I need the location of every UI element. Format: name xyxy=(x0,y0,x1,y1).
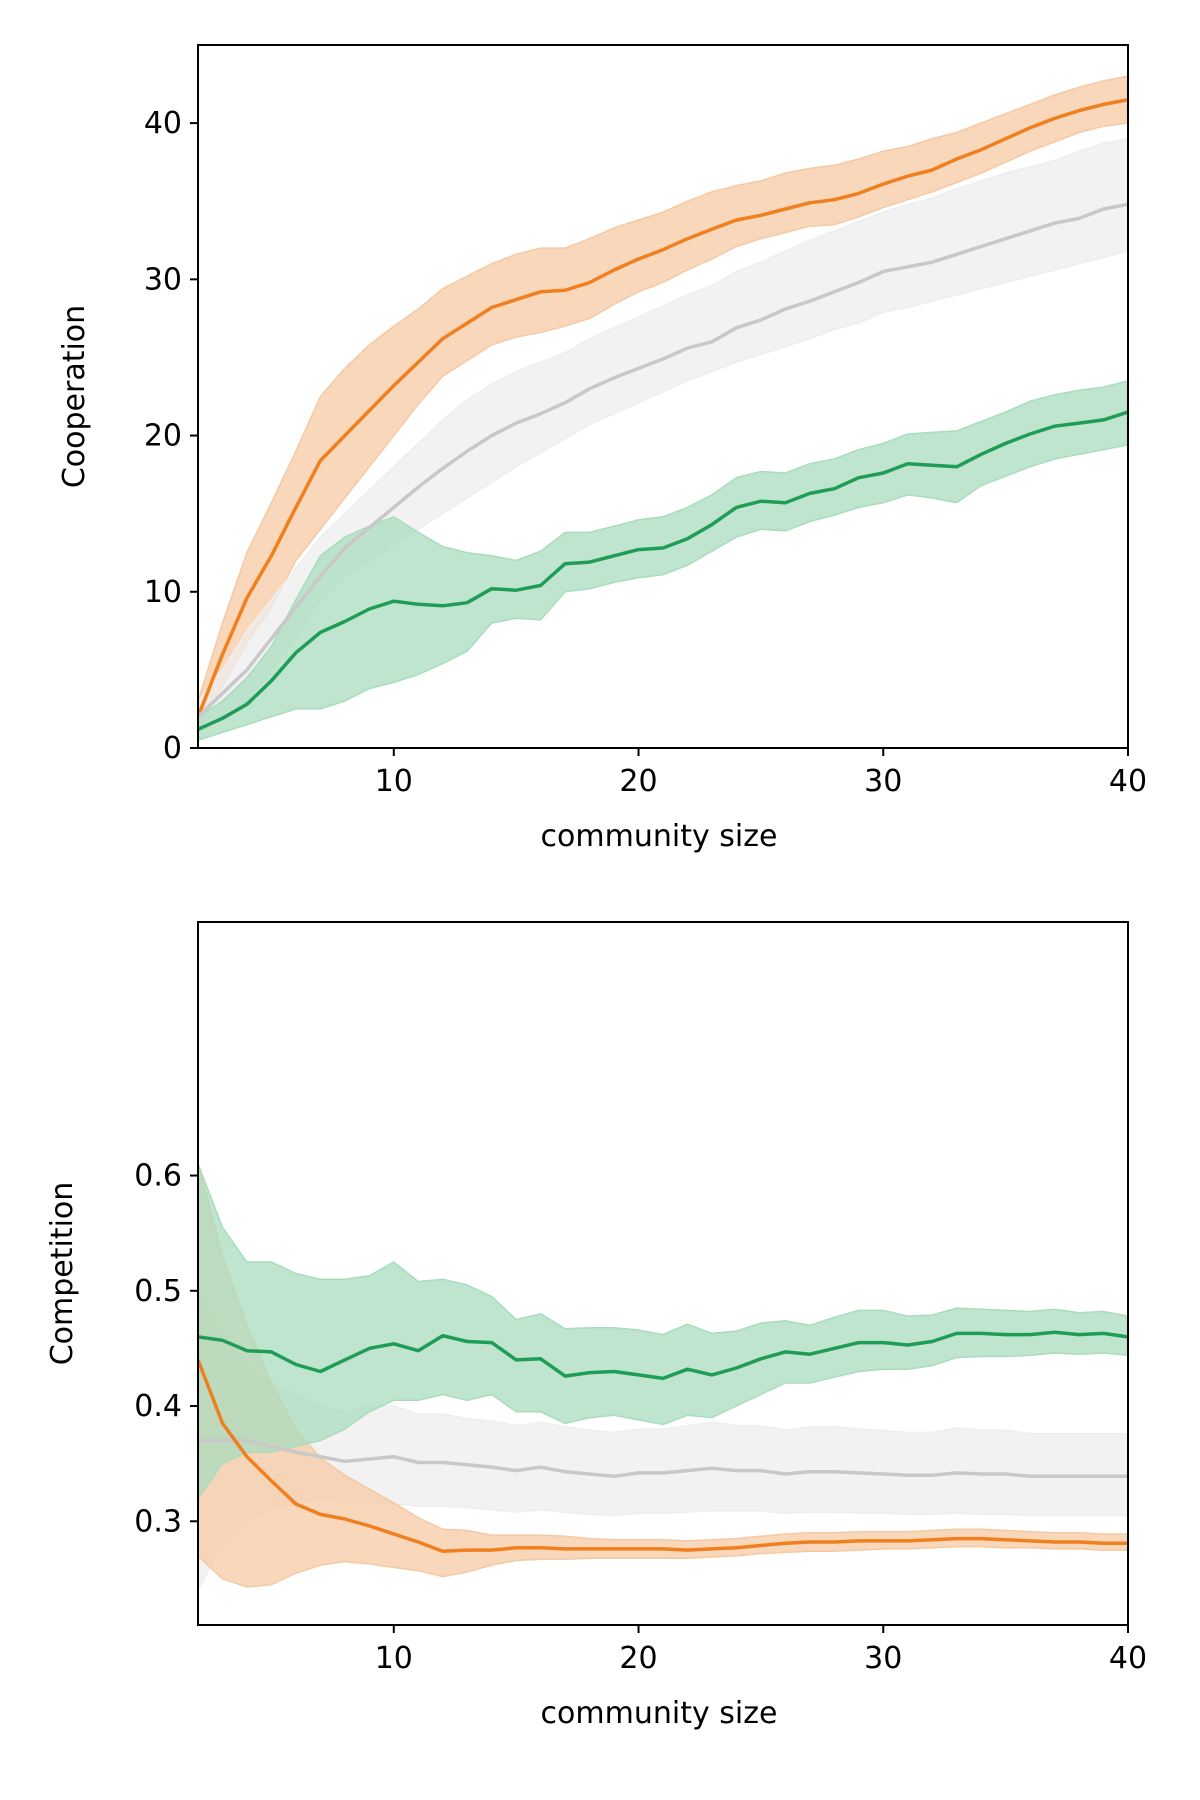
x-tick-label: 10 xyxy=(375,1641,413,1676)
series-line-green xyxy=(198,1330,1128,1381)
confidence-band-gray xyxy=(198,137,1128,734)
y-tick-label: 0.6 xyxy=(134,1159,182,1194)
x-tick-label: 40 xyxy=(1109,1641,1147,1676)
plot-area xyxy=(198,75,1128,741)
axes-frame xyxy=(197,921,1129,1626)
y-tick-label: 30 xyxy=(144,262,182,297)
cooperation-chart: 10 20 30 40 0 10 20 30 40 community size Cooperati… xyxy=(57,44,1147,854)
y-tick-label: 0 xyxy=(163,731,182,766)
x-tick-label: 10 xyxy=(375,764,413,799)
y-axis-label: Competition xyxy=(45,1182,80,1366)
confidence-band-gray xyxy=(198,1290,1128,1591)
confidence-band-green xyxy=(198,1163,1128,1500)
y-tick-label: 40 xyxy=(144,106,182,141)
x-axis-label: community size xyxy=(541,819,778,854)
series-line-orange xyxy=(198,97,1128,718)
y-tick-label: 0.3 xyxy=(134,1504,182,1539)
series-line-green xyxy=(198,410,1128,731)
series-line-gray xyxy=(198,1438,1128,1479)
y-tick-label: 10 xyxy=(144,575,182,610)
y-tick-label: 0.5 xyxy=(134,1274,182,1309)
confidence-band-orange xyxy=(198,75,1128,733)
plot-area xyxy=(198,1163,1128,1591)
confidence-band-green xyxy=(198,380,1128,741)
series-line-gray xyxy=(198,202,1128,719)
competition-chart: 10 20 30 40 0.3 0.4 0.5 0.6 community size Compet… xyxy=(45,921,1147,1731)
series-line-orange xyxy=(198,1359,1128,1553)
x-tick-label: 20 xyxy=(619,764,657,799)
x-tick-label: 30 xyxy=(864,764,902,799)
y-tick-label: 20 xyxy=(144,419,182,454)
y-axis-label: Cooperation xyxy=(57,305,92,488)
y-tick-label: 0.4 xyxy=(134,1389,182,1424)
x-axis-label: community size xyxy=(541,1696,778,1731)
x-tick-label: 40 xyxy=(1109,764,1147,799)
x-tick-label: 20 xyxy=(619,1641,657,1676)
confidence-band-orange xyxy=(198,1163,1128,1588)
axes-frame xyxy=(197,44,1129,749)
x-tick-label: 30 xyxy=(864,1641,902,1676)
